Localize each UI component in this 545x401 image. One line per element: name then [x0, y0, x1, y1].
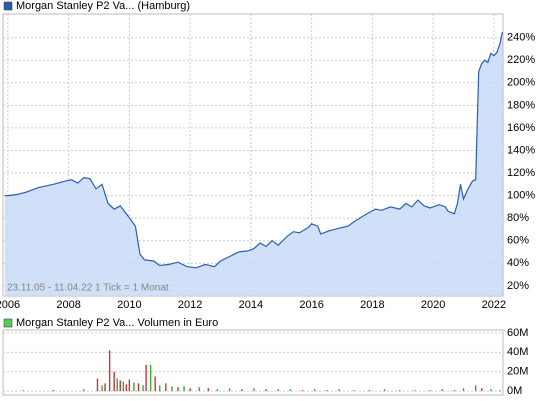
volume-bar: [228, 388, 231, 392]
volume-bar: [414, 390, 416, 392]
volume-bar: [96, 378, 99, 392]
y-tick-label: 180%: [507, 99, 535, 111]
y-tick-label: 140%: [507, 144, 535, 156]
legend-swatch: [3, 1, 13, 11]
volume-bar: [122, 381, 124, 392]
volume-bar: [177, 387, 179, 392]
volume-bar: [113, 371, 115, 392]
y-tick-label: 20M: [507, 366, 528, 378]
volume-bar: [154, 376, 156, 392]
y-tick-label: 0M: [507, 385, 522, 397]
volume-bar: [441, 389, 443, 392]
volume-bar: [481, 388, 483, 392]
volume-bar: [119, 380, 121, 392]
volume-bar: [133, 382, 135, 392]
volume-bar: [429, 390, 431, 392]
volume-bar: [277, 389, 279, 392]
volume-bar: [368, 390, 371, 392]
volume-bar: [183, 386, 185, 392]
y-tick-label: 80%: [507, 212, 529, 224]
volume-bar: [128, 379, 131, 392]
volume-bar: [338, 389, 340, 392]
volume-bar: [137, 383, 140, 392]
x-tick-label: 2022: [482, 299, 506, 311]
volume-bar: [142, 385, 144, 392]
volume-bar: [22, 390, 24, 392]
volume-bar: [265, 389, 267, 392]
y-tick-label: 160%: [507, 122, 535, 134]
volume-bar: [241, 389, 243, 392]
volume-bar: [101, 385, 103, 392]
volume-bar: [301, 390, 304, 392]
x-tick-label: 2016: [299, 299, 323, 311]
legend-swatch: [3, 318, 13, 328]
volume-bar: [289, 389, 292, 392]
volume-bar: [189, 388, 191, 392]
x-tick-label: 2012: [178, 299, 202, 311]
volume-bar: [399, 390, 401, 392]
volume-bar: [104, 383, 106, 392]
volume-bar: [383, 389, 386, 392]
y-tick-label: 20%: [507, 280, 529, 292]
volume-bar: [453, 390, 456, 392]
y-tick-label: 120%: [507, 167, 535, 179]
y-tick-label: 100%: [507, 190, 535, 202]
volume-bar: [474, 385, 477, 392]
volume-bar: [253, 388, 255, 392]
volume-bar: [165, 383, 167, 392]
y-tick-label: 240%: [507, 32, 535, 44]
volume-bar: [198, 387, 200, 392]
x-tick-label: 2018: [360, 299, 384, 311]
line: [4, 31, 503, 269]
legend-label: Morgan Stanley P2 Va... (Hamburg): [16, 0, 190, 12]
plot-area: [2, 329, 504, 396]
volume-bar: [149, 364, 152, 392]
volume-bar: [108, 350, 111, 392]
volume-bar: [207, 388, 210, 392]
volume-bar: [171, 386, 173, 392]
y-tick-label: 60M: [507, 327, 528, 339]
volume-bar: [159, 385, 161, 392]
y-tick-label: 200%: [507, 77, 535, 89]
volume-bar: [145, 364, 147, 392]
volume-bar: [313, 389, 316, 392]
volume-bar: [52, 390, 55, 392]
x-tick-label: 2014: [239, 299, 263, 311]
y-tick-label: 40M: [507, 346, 528, 358]
x-tick-label: 2006: [0, 299, 20, 311]
volume-bar: [499, 390, 501, 392]
volume-bar: [83, 389, 85, 392]
volume-bar: [462, 388, 465, 392]
volume-bar: [125, 384, 128, 392]
area: [4, 32, 503, 296]
volume-bar: [490, 389, 492, 392]
legend-label: Morgan Stanley P2 Va... Volumen in Euro: [16, 317, 218, 329]
volume-bar: [216, 389, 219, 392]
y-tick-label: 60%: [507, 235, 529, 247]
y-tick-label: 220%: [507, 54, 535, 66]
x-tick-label: 2008: [56, 299, 80, 311]
volume-bar: [326, 390, 328, 392]
x-tick-label: 2010: [117, 299, 141, 311]
annotation: 23.11.05 - 11.04.22 1 Tick = 1 Monat: [7, 283, 169, 294]
volume-bar: [116, 378, 118, 392]
x-tick-label: 2020: [421, 299, 445, 311]
y-tick-label: 40%: [507, 257, 529, 269]
volume-bar: [353, 390, 355, 392]
